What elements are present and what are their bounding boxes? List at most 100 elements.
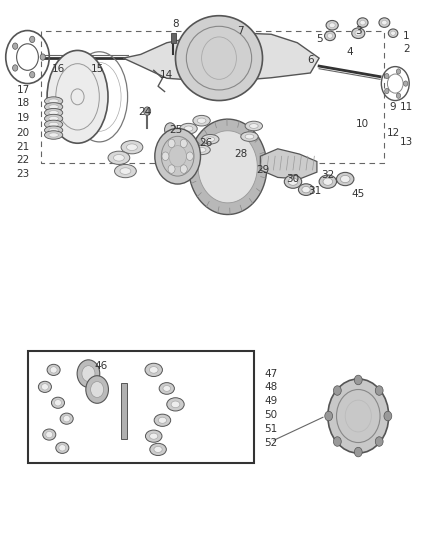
Ellipse shape — [60, 413, 73, 424]
Text: 26: 26 — [199, 139, 212, 149]
Polygon shape — [123, 32, 319, 82]
Ellipse shape — [360, 20, 365, 25]
Circle shape — [375, 437, 383, 446]
Ellipse shape — [63, 416, 70, 422]
Ellipse shape — [51, 397, 64, 408]
Ellipse shape — [155, 128, 201, 184]
Circle shape — [333, 437, 341, 446]
Ellipse shape — [284, 175, 302, 188]
Ellipse shape — [121, 141, 143, 154]
Ellipse shape — [49, 133, 58, 137]
Text: 17: 17 — [17, 85, 30, 95]
Text: 18: 18 — [17, 98, 30, 108]
Ellipse shape — [150, 433, 158, 439]
Text: 32: 32 — [321, 171, 335, 180]
Text: 19: 19 — [17, 113, 30, 123]
Text: 46: 46 — [95, 361, 108, 371]
Ellipse shape — [355, 30, 361, 36]
Ellipse shape — [49, 99, 58, 103]
Circle shape — [186, 152, 193, 160]
Circle shape — [385, 74, 389, 79]
Ellipse shape — [54, 400, 61, 406]
Ellipse shape — [381, 20, 387, 25]
Ellipse shape — [319, 175, 336, 188]
Ellipse shape — [120, 168, 131, 174]
Circle shape — [165, 123, 176, 136]
Ellipse shape — [193, 145, 210, 155]
Ellipse shape — [42, 384, 48, 390]
Text: 20: 20 — [17, 128, 30, 138]
Ellipse shape — [167, 398, 184, 411]
Ellipse shape — [49, 122, 58, 126]
Text: 4: 4 — [346, 47, 353, 56]
Ellipse shape — [49, 111, 58, 115]
Polygon shape — [260, 149, 317, 179]
Text: 9: 9 — [390, 102, 396, 112]
Ellipse shape — [39, 381, 51, 392]
Ellipse shape — [45, 103, 63, 111]
Text: 52: 52 — [265, 438, 278, 448]
Bar — [28, 351, 254, 463]
Ellipse shape — [391, 31, 396, 35]
Ellipse shape — [149, 367, 158, 373]
Ellipse shape — [379, 18, 390, 27]
Ellipse shape — [197, 118, 206, 123]
Text: 21: 21 — [17, 142, 30, 152]
Text: 10: 10 — [356, 119, 369, 130]
Ellipse shape — [150, 443, 166, 456]
Text: 30: 30 — [286, 174, 300, 184]
Text: 5: 5 — [316, 34, 322, 44]
Text: 16: 16 — [51, 64, 64, 74]
Ellipse shape — [176, 15, 262, 101]
Ellipse shape — [206, 137, 215, 142]
Circle shape — [180, 165, 187, 173]
Ellipse shape — [158, 417, 166, 423]
Text: 1: 1 — [403, 31, 410, 41]
Ellipse shape — [154, 446, 162, 453]
Ellipse shape — [245, 134, 254, 139]
Circle shape — [168, 139, 175, 148]
Ellipse shape — [327, 34, 333, 38]
Ellipse shape — [336, 172, 354, 185]
Ellipse shape — [45, 126, 63, 134]
Ellipse shape — [49, 128, 58, 132]
Circle shape — [86, 376, 109, 403]
Text: 11: 11 — [399, 102, 413, 112]
Circle shape — [354, 375, 362, 385]
Ellipse shape — [49, 116, 58, 120]
Circle shape — [30, 36, 35, 43]
Ellipse shape — [45, 114, 63, 123]
Ellipse shape — [46, 431, 53, 438]
Text: 47: 47 — [265, 369, 278, 378]
Ellipse shape — [298, 184, 314, 196]
Text: 45: 45 — [352, 189, 365, 199]
Ellipse shape — [47, 365, 60, 375]
Text: 51: 51 — [265, 424, 278, 434]
Ellipse shape — [115, 165, 136, 177]
Ellipse shape — [180, 123, 197, 134]
Ellipse shape — [43, 429, 56, 440]
Ellipse shape — [154, 414, 171, 426]
Circle shape — [375, 386, 383, 395]
Ellipse shape — [245, 121, 262, 131]
Ellipse shape — [357, 18, 368, 27]
Ellipse shape — [59, 445, 66, 451]
Text: 29: 29 — [256, 165, 269, 175]
Text: 2: 2 — [403, 44, 410, 54]
Circle shape — [30, 71, 35, 78]
Ellipse shape — [340, 175, 350, 183]
Text: 31: 31 — [308, 186, 321, 196]
Ellipse shape — [184, 126, 193, 131]
Ellipse shape — [163, 385, 170, 391]
Ellipse shape — [241, 132, 258, 141]
Ellipse shape — [171, 401, 180, 408]
Ellipse shape — [113, 155, 124, 161]
Ellipse shape — [45, 131, 63, 139]
Text: 3: 3 — [355, 26, 362, 36]
Circle shape — [91, 382, 104, 398]
Circle shape — [385, 88, 389, 94]
Ellipse shape — [389, 29, 398, 37]
Circle shape — [144, 107, 151, 115]
Circle shape — [325, 411, 332, 421]
Text: 22: 22 — [17, 156, 30, 165]
